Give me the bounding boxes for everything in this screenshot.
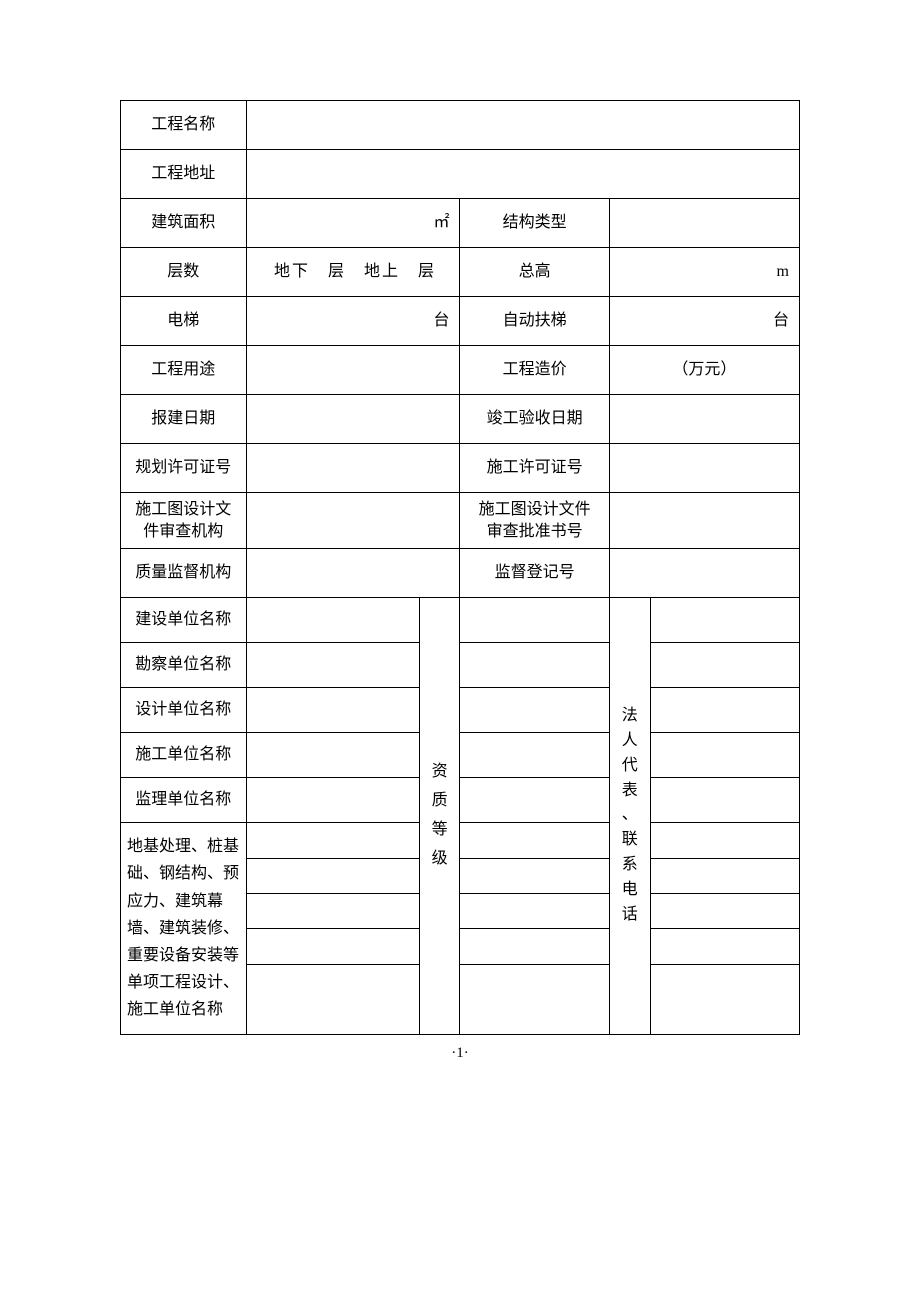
value-constr-unit-qual <box>460 733 609 778</box>
value-quality-org <box>246 549 460 598</box>
label-floors: 层数 <box>121 248 247 297</box>
label-struct-type: 结构类型 <box>460 199 609 248</box>
value-plan-permit <box>246 444 460 493</box>
value-sub1-name <box>246 823 419 858</box>
label-elevator: 电梯 <box>121 297 247 346</box>
value-sub1-qual <box>460 823 609 858</box>
label-plan-permit: 规划许可证号 <box>121 444 247 493</box>
value-design-unit-rep <box>650 688 799 733</box>
value-sub4-rep <box>650 929 799 964</box>
value-constr-permit <box>609 444 799 493</box>
label-escalator: 自动扶梯 <box>460 297 609 346</box>
value-sub5-qual <box>460 964 609 1034</box>
label-design-unit: 设计单位名称 <box>121 688 247 733</box>
value-build-unit-name <box>246 598 419 643</box>
value-supervise-unit-name <box>246 778 419 823</box>
value-sub3-qual <box>460 893 609 928</box>
label-design-review-org: 施工图设计文件审查机构 <box>121 493 247 549</box>
label-sub-units: 地基处理、桩基础、钢结构、预应力、建筑幕墙、建筑装修、重要设备安装等单项工程设计… <box>121 823 247 1034</box>
label-constr-permit: 施工许可证号 <box>460 444 609 493</box>
value-sub4-qual <box>460 929 609 964</box>
value-elevator: 台 <box>246 297 460 346</box>
label-supervise-reg-no: 监督登记号 <box>460 549 609 598</box>
value-survey-unit-rep <box>650 643 799 688</box>
value-escalator: 台 <box>609 297 799 346</box>
label-floor-area: 建筑面积 <box>121 199 247 248</box>
label-design-review-no: 施工图设计文件审查批准书号 <box>460 493 609 549</box>
value-design-review-org <box>246 493 460 549</box>
label-quality-org: 质量监督机构 <box>121 549 247 598</box>
value-sub3-name <box>246 893 419 928</box>
value-supervise-unit-rep <box>650 778 799 823</box>
value-build-unit-rep <box>650 598 799 643</box>
label-proj-cost: 工程造价 <box>460 346 609 395</box>
value-proj-use <box>246 346 460 395</box>
value-constr-unit-name <box>246 733 419 778</box>
label-proj-use: 工程用途 <box>121 346 247 395</box>
value-floor-area: ㎡ <box>246 199 460 248</box>
label-total-height: 总高 <box>460 248 609 297</box>
value-build-unit-qual <box>460 598 609 643</box>
value-struct-type <box>609 199 799 248</box>
value-sub2-rep <box>650 858 799 893</box>
label-build-unit: 建设单位名称 <box>121 598 247 643</box>
value-survey-unit-name <box>246 643 419 688</box>
value-completion-date <box>609 395 799 444</box>
value-design-review-no <box>609 493 799 549</box>
value-supervise-reg-no <box>609 549 799 598</box>
label-qualification: 资质等级 <box>419 598 460 1034</box>
project-info-table: 工程名称 工程地址 建筑面积 ㎡ 结构类型 层数 地下 层 地上 层 总高 m … <box>120 100 800 1035</box>
value-sub2-name <box>246 858 419 893</box>
value-floors: 地下 层 地上 层 <box>246 248 460 297</box>
value-design-unit-qual <box>460 688 609 733</box>
value-sub1-rep <box>650 823 799 858</box>
label-supervise-unit: 监理单位名称 <box>121 778 247 823</box>
value-proj-name <box>246 101 799 150</box>
label-survey-unit: 勘察单位名称 <box>121 643 247 688</box>
value-supervise-unit-qual <box>460 778 609 823</box>
value-sub5-rep <box>650 964 799 1034</box>
label-legal-rep-phone: 法人代表、联系电话 <box>609 598 650 1034</box>
value-survey-unit-qual <box>460 643 609 688</box>
value-report-date <box>246 395 460 444</box>
value-sub2-qual <box>460 858 609 893</box>
value-proj-addr <box>246 150 799 199</box>
value-sub5-name <box>246 964 419 1034</box>
label-report-date: 报建日期 <box>121 395 247 444</box>
value-design-unit-name <box>246 688 419 733</box>
value-total-height: m <box>609 248 799 297</box>
value-proj-cost: （万元） <box>609 346 799 395</box>
label-proj-addr: 工程地址 <box>121 150 247 199</box>
value-constr-unit-rep <box>650 733 799 778</box>
label-completion-date: 竣工验收日期 <box>460 395 609 444</box>
label-proj-name: 工程名称 <box>121 101 247 150</box>
page-number: ·1· <box>120 1045 800 1062</box>
value-sub4-name <box>246 929 419 964</box>
value-sub3-rep <box>650 893 799 928</box>
label-constr-unit: 施工单位名称 <box>121 733 247 778</box>
